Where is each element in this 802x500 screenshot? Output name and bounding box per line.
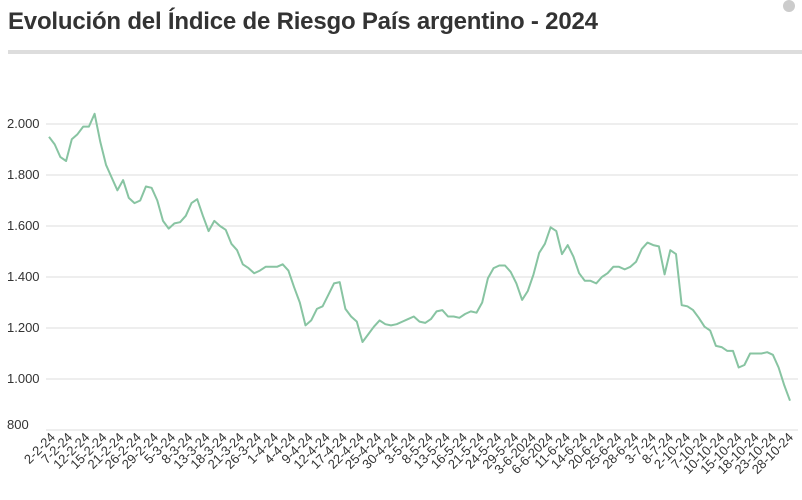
series-line — [48, 112, 791, 402]
chart-title: Evolución del Índice de Riesgo País arge… — [8, 8, 598, 35]
series-group — [48, 112, 791, 402]
title-divider — [8, 50, 802, 54]
grid-lines — [46, 123, 798, 431]
y-tick-label: 1.000 — [7, 371, 40, 386]
decorative-dot — [783, 0, 795, 12]
y-tick-label: 800 — [7, 417, 29, 432]
y-tick-label: 2.000 — [7, 116, 40, 131]
y-tick-label: 1.800 — [7, 167, 40, 182]
y-axis: 800 1.000 1.200 1.400 1.600 1.800 2.000 — [7, 116, 40, 432]
y-tick-label: 1.200 — [7, 320, 40, 335]
x-axis: 2-2-247-2-2412-2-2415-2-2421-2-2426-2-24… — [21, 429, 796, 476]
y-tick-label: 1.400 — [7, 269, 40, 284]
y-tick-label: 1.600 — [7, 218, 40, 233]
